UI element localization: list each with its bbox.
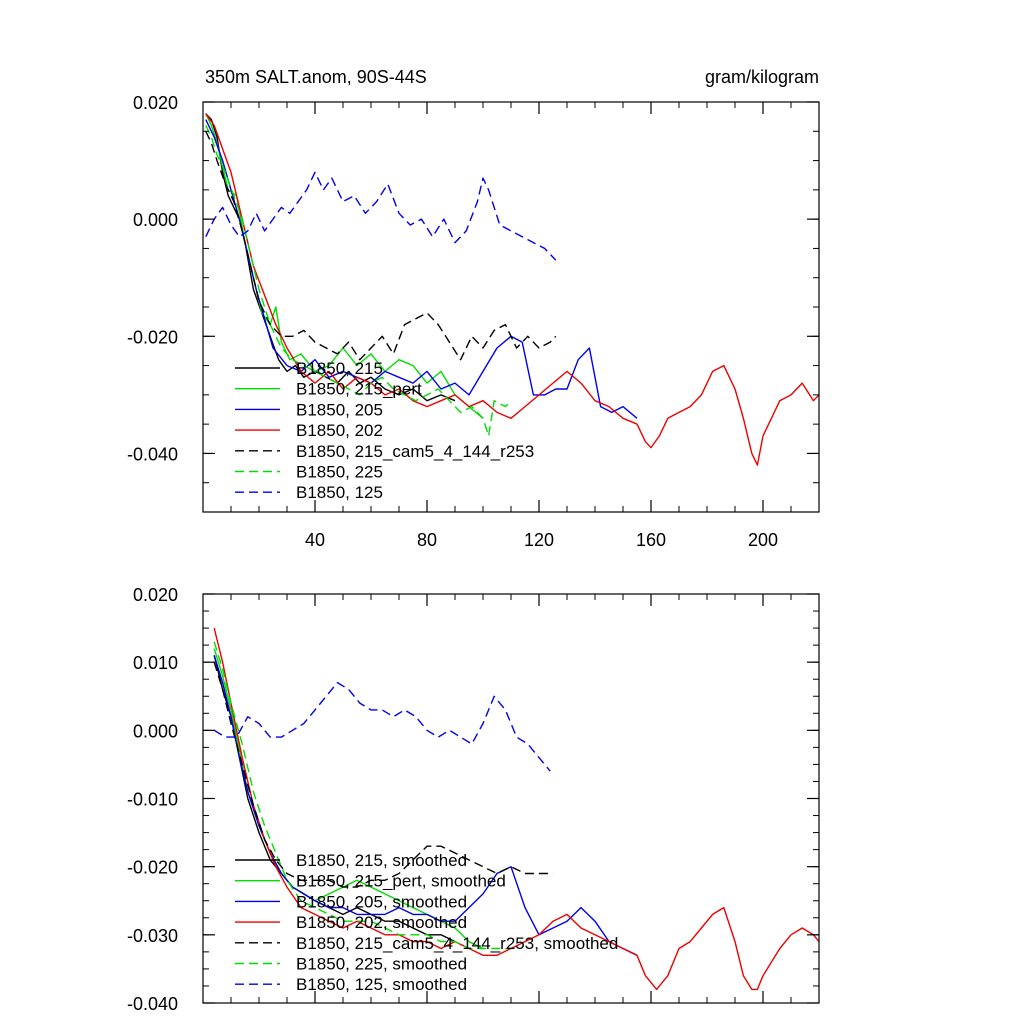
- x-tick-label: 80: [417, 530, 437, 550]
- legend-entry: B1850, 215_pert: [296, 380, 422, 399]
- top-panel: 40 80 120 160 200 0.020 0.000 -0.020 -0.040 350m …: [127, 67, 820, 550]
- legend-entry: B1850, 205, smoothed: [296, 892, 467, 911]
- legend-entry: B1850, 215, smoothed: [296, 851, 467, 870]
- y-tick-label: -0.030: [127, 926, 178, 946]
- y-tick-label: -0.020: [127, 858, 178, 878]
- series-line-3: [205, 113, 819, 466]
- legend-entry: B1850, 215_pert, smoothed: [296, 872, 506, 891]
- y-tick-label: 0.000: [133, 721, 178, 741]
- y-tick-label: 0.020: [133, 93, 178, 113]
- legend-entry: B1850, 125: [296, 483, 383, 502]
- series-line-3: [213, 627, 819, 991]
- series-line-0: [205, 113, 456, 402]
- y-tick-label: -0.010: [127, 790, 178, 810]
- y-tick-label: 0.010: [133, 653, 178, 673]
- legend-entry: B1850, 205: [296, 400, 383, 419]
- legend-entry: B1850, 125, smoothed: [296, 975, 467, 994]
- y-tick-label: -0.040: [127, 994, 178, 1014]
- y-tick-label: 0.000: [133, 210, 178, 230]
- series-line-6: [213, 681, 551, 772]
- series-line-4: [213, 661, 553, 888]
- chart-title: 350m SALT.anom, 90S-44S: [205, 67, 427, 87]
- legend-entry: B1850, 202: [296, 421, 383, 440]
- legend-entry: B1850, 225, smoothed: [296, 955, 467, 974]
- series-line-2: [205, 119, 638, 419]
- legend-entry: B1850, 215_cam5_4_144_r253: [296, 442, 534, 461]
- bottom-panel: 0.020 0.010 0.000 -0.010 -0.020 -0.030 -0.040 B…: [127, 585, 820, 1014]
- units-label: gram/kilogram: [705, 67, 819, 87]
- legend-entry: B1850, 225: [296, 463, 383, 482]
- legend-entry: B1850, 215: [296, 359, 383, 378]
- y-tick-label: 0.020: [133, 585, 178, 605]
- y-tick-label: -0.020: [127, 327, 178, 347]
- x-tick-label: 160: [636, 530, 666, 550]
- x-tick-label: 200: [748, 530, 778, 550]
- y-tick-label: -0.040: [127, 444, 178, 464]
- x-tick-label: 120: [524, 530, 554, 550]
- series-line-5: [205, 125, 512, 437]
- legend-entry: B1850, 202, smoothed: [296, 913, 467, 932]
- series-line-5: [213, 641, 511, 950]
- series-line-6: [205, 171, 557, 261]
- series-line-4: [205, 130, 557, 361]
- x-tick-label: 40: [305, 530, 325, 550]
- legend-entry: B1850, 215_cam5_4_144_r253, smoothed: [296, 934, 618, 953]
